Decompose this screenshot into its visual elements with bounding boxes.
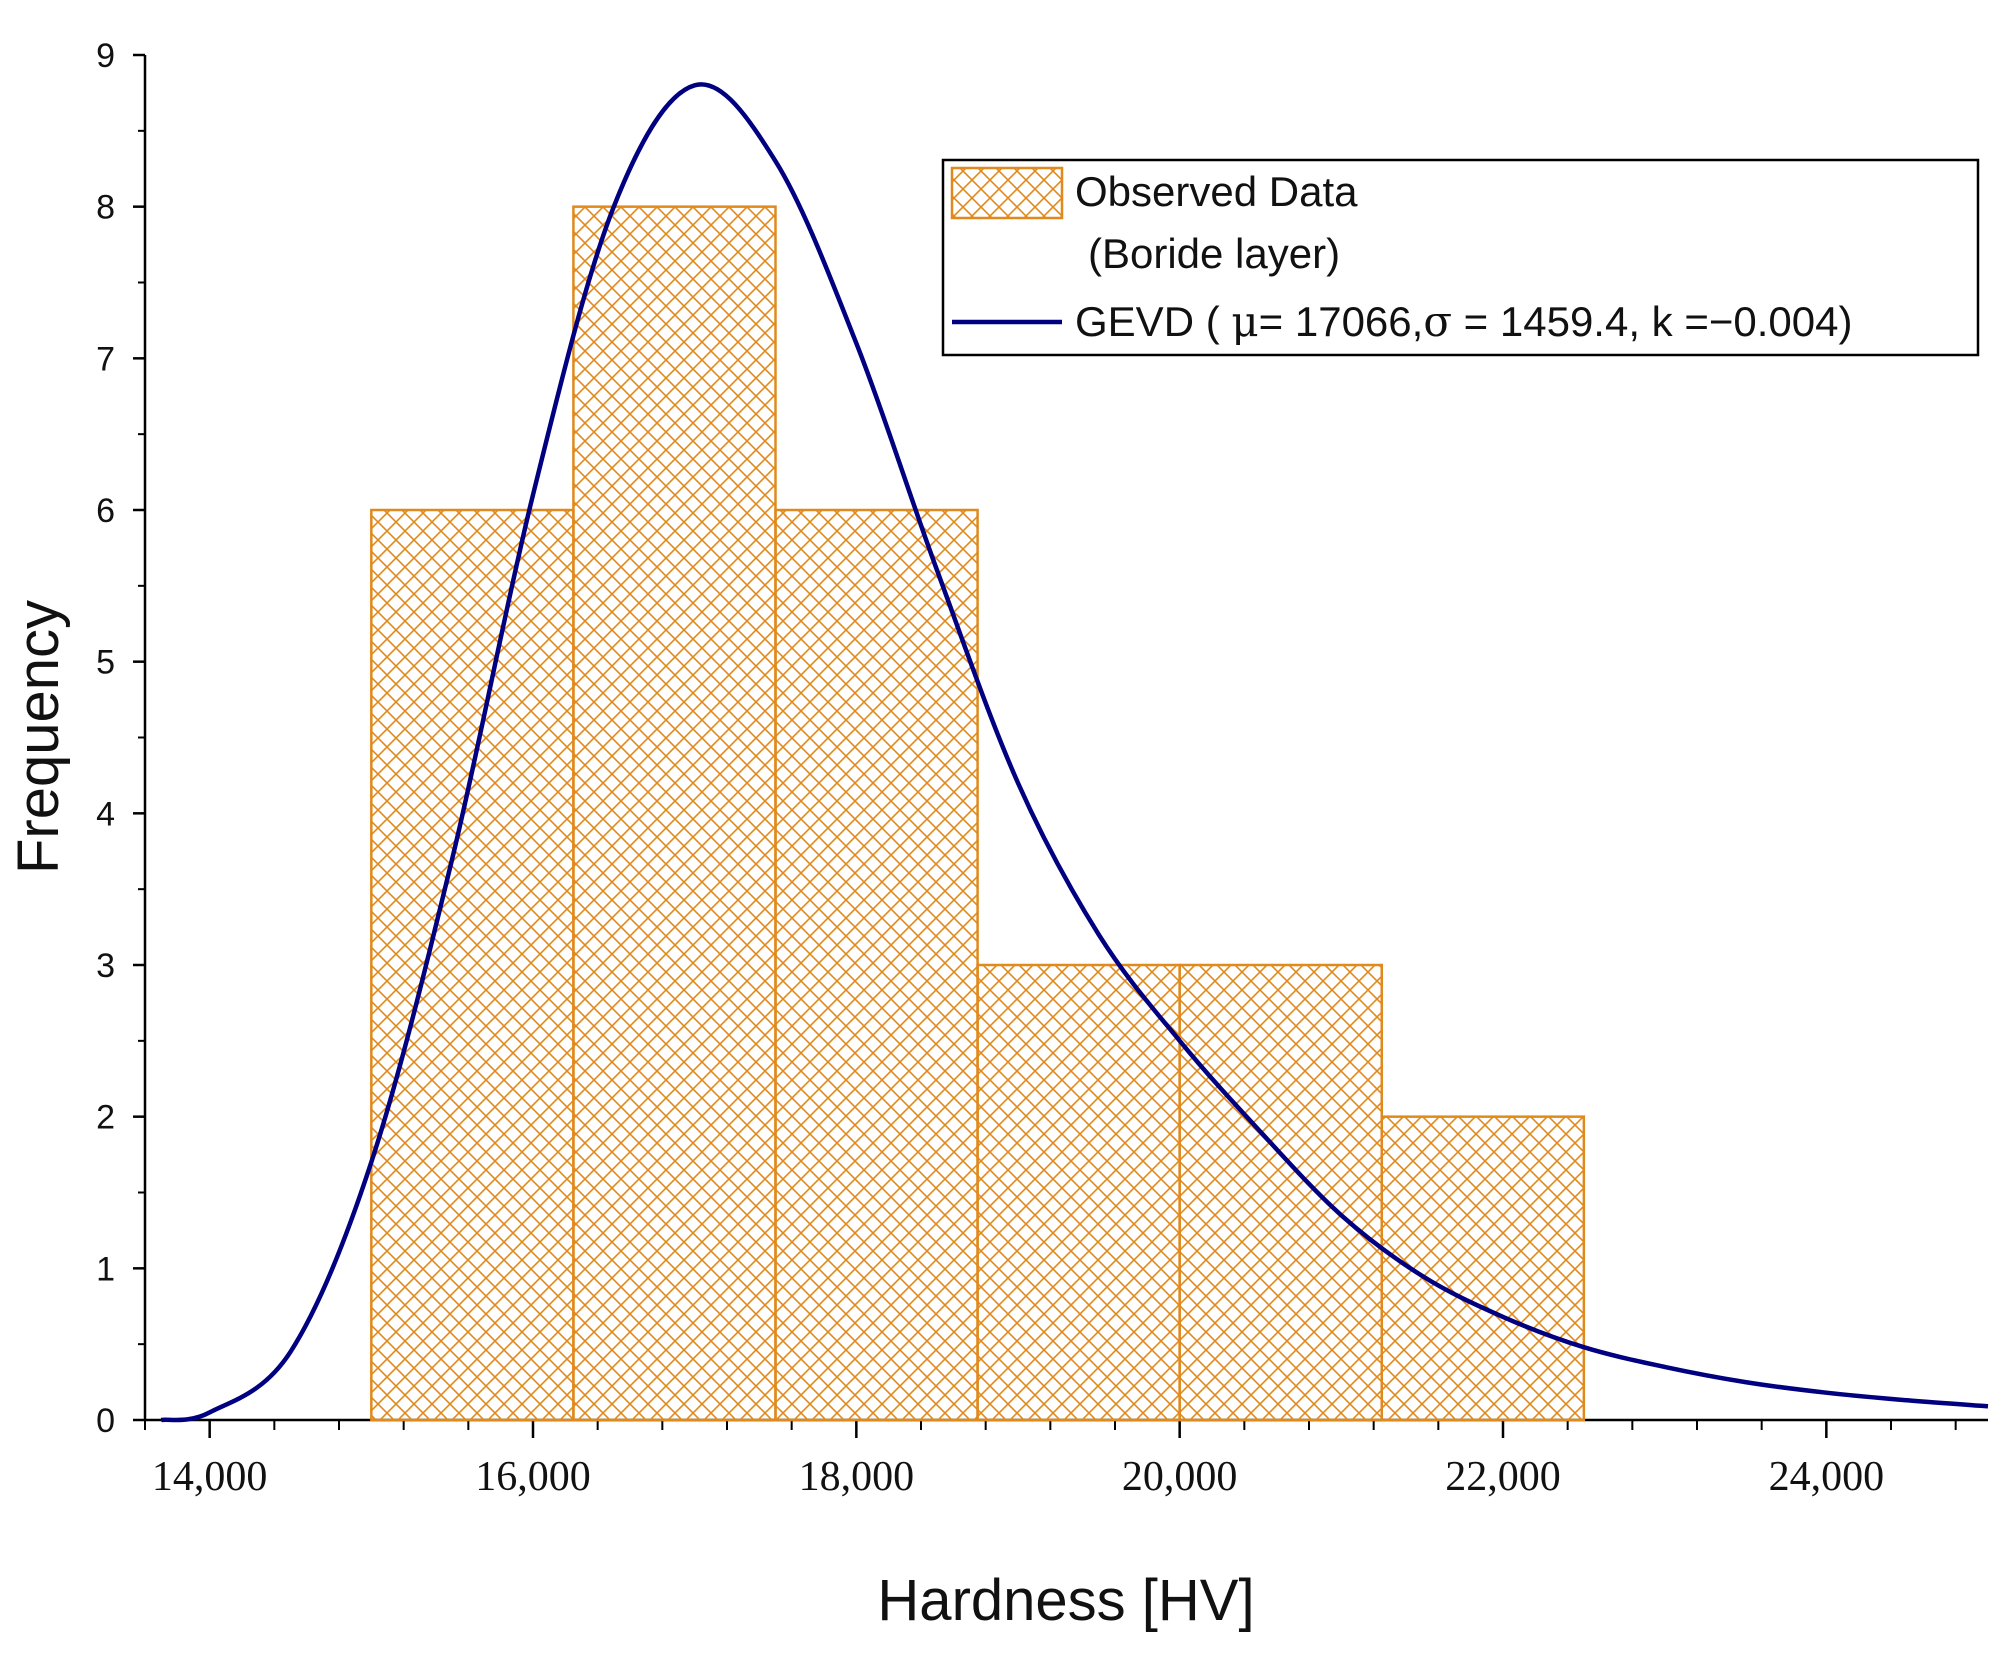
legend-gevd-rest: = 1459.4, k =−0.004) xyxy=(1452,298,1852,345)
legend-observed-sublabel: (Boride layer) xyxy=(1088,230,1340,277)
histogram-bar-3 xyxy=(774,508,979,1422)
x-tick-label-14000: 14,000 xyxy=(152,1454,268,1500)
y-tick-label-4: 4 xyxy=(96,795,115,833)
x-tick-label-20000: 20,000 xyxy=(1122,1454,1238,1500)
y-axis-ticks: 0 1 2 3 4 5 6 7 8 9 xyxy=(96,37,145,1440)
x-axis-title: Hardness [HV] xyxy=(877,1568,1254,1633)
histogram-bars xyxy=(370,205,1586,1422)
y-tick-label-0: 0 xyxy=(96,1402,115,1440)
x-tick-label-22000: 22,000 xyxy=(1445,1454,1561,1500)
legend-gevd-mu-value: = 17066, xyxy=(1259,298,1424,345)
sigma-symbol: σ xyxy=(1423,297,1452,346)
histogram-bar-1 xyxy=(370,508,575,1422)
legend-gevd-label: GEVD ( μ= 17066,σ = 1459.4, k =−0.004) xyxy=(1075,297,1852,346)
legend-box xyxy=(941,158,1980,357)
y-tick-label-5: 5 xyxy=(96,644,115,682)
legend-observed-swatch xyxy=(950,166,1064,220)
histogram-bar-4 xyxy=(976,963,1181,1422)
gevd-curve xyxy=(160,82,1989,1423)
legend-observed-label: Observed Data xyxy=(1075,168,1358,215)
x-tick-label-24000: 24,000 xyxy=(1769,1454,1885,1500)
x-axis-ticks: 14,000 16,000 18,000 20,000 22,000 24,000 xyxy=(144,1420,1957,1500)
y-tick-label-8: 8 xyxy=(96,189,115,227)
y-tick-label-1: 1 xyxy=(96,1250,115,1288)
histogram-bar-6 xyxy=(1380,1115,1586,1422)
y-axis-title: Frequency xyxy=(6,600,71,874)
y-tick-label-3: 3 xyxy=(96,947,115,985)
legend-gevd-prefix: GEVD ( xyxy=(1075,298,1231,345)
y-tick-label-2: 2 xyxy=(96,1099,115,1137)
x-tick-label-18000: 18,000 xyxy=(799,1454,915,1500)
histogram-bar-5 xyxy=(1178,963,1383,1422)
y-tick-label-7: 7 xyxy=(96,340,115,378)
mu-symbol: μ xyxy=(1231,297,1258,346)
y-tick-label-6: 6 xyxy=(96,492,115,530)
y-tick-label-9: 9 xyxy=(96,37,115,75)
legend: Observed Data (Boride layer) GEVD ( μ= 1… xyxy=(941,158,1980,357)
x-tick-label-16000: 16,000 xyxy=(475,1454,591,1500)
histogram-bar-2 xyxy=(572,205,777,1422)
